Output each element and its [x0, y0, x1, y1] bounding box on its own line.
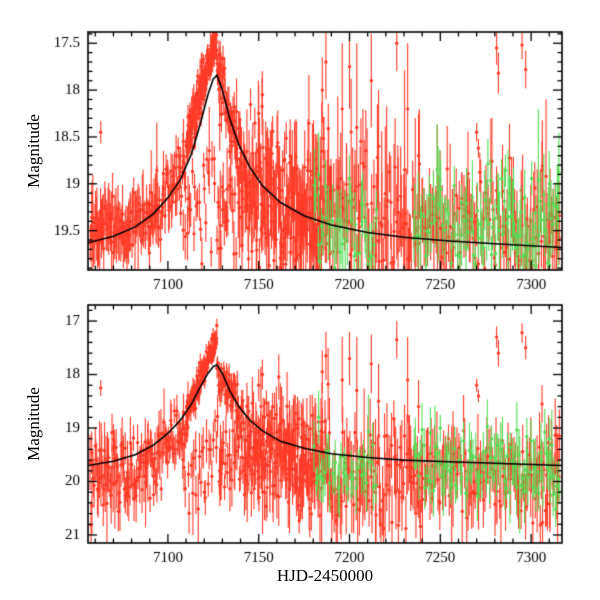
x-axis-label: HJD-2450000 — [276, 566, 374, 585]
y-axis-label-top: Magnitude — [24, 114, 43, 188]
y-axis-label-bottom: Magnitude — [24, 387, 43, 461]
